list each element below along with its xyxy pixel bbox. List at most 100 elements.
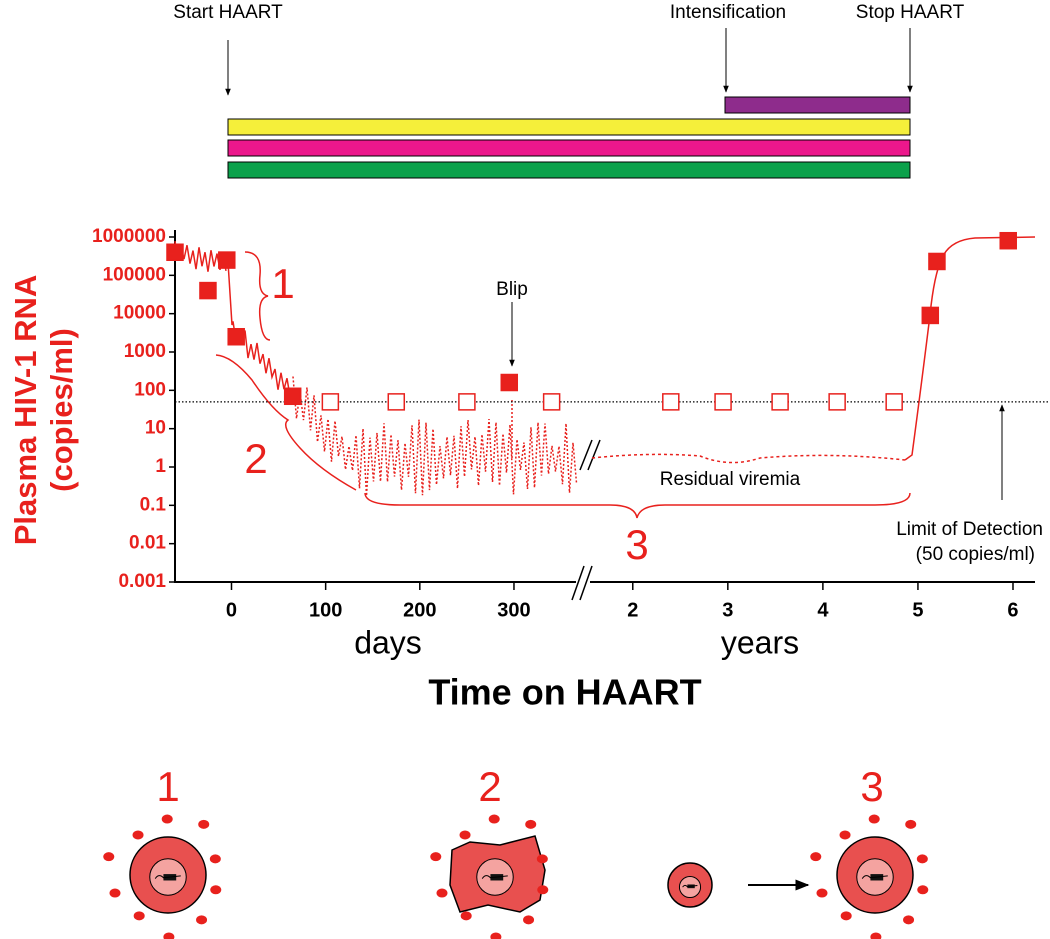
y-tick-label: 0.1: [140, 494, 167, 515]
virion: [536, 854, 548, 864]
intensification-label: Intensification: [670, 2, 786, 23]
x-tick-label: 5: [912, 599, 923, 621]
lod-label: (50 copies/ml): [916, 544, 1035, 565]
virion: [103, 852, 115, 862]
x-tick-label: 4: [817, 599, 829, 621]
x-tick-label: 2: [627, 599, 638, 621]
point: [199, 281, 217, 300]
point: [921, 306, 940, 325]
x-tick-label: 300: [497, 599, 530, 621]
virion: [436, 888, 448, 898]
virion: [198, 819, 210, 829]
virion: [488, 814, 500, 824]
open-point: [321, 393, 340, 411]
virion: [490, 932, 502, 939]
cell-label: 3: [860, 763, 883, 810]
open-point: [828, 393, 846, 411]
open-point: [662, 393, 680, 411]
rebound-trace: [904, 236, 1036, 461]
point: [999, 231, 1017, 250]
virion: [916, 854, 928, 864]
regimen-bar: [227, 139, 911, 157]
x-tick-label: 0: [226, 599, 237, 621]
phase-label: 2: [244, 435, 267, 482]
plot: 0.0010.010.11101001000100001000001000000…: [92, 226, 1050, 660]
y-label-line: (copies/ml): [44, 328, 79, 492]
axis-break: [571, 439, 601, 601]
open-point: [542, 393, 561, 411]
regimen-bar: [724, 96, 911, 114]
cell-diagrams: 1 2 3: [103, 763, 929, 939]
virion: [816, 888, 828, 898]
point: [166, 243, 184, 262]
virion: [209, 854, 221, 864]
point: [227, 327, 245, 346]
open-point: [771, 393, 789, 411]
point: [928, 252, 946, 271]
cell-label: 1: [156, 763, 179, 810]
y-tick-label: 1000: [124, 341, 166, 362]
y-tick-label: 10: [145, 418, 166, 439]
virion: [523, 915, 535, 925]
y-label: Plasma HIV-1 RNA (copies/ml): [8, 275, 79, 546]
y-tick-label: 0.01: [129, 533, 166, 554]
phase-label: 3: [625, 521, 648, 568]
provirus-strand: [861, 875, 888, 879]
trace-segment: [292, 376, 578, 496]
open-point: [885, 393, 903, 411]
open-point: [458, 393, 476, 411]
virion: [868, 814, 880, 824]
start-label: Start HAART: [173, 2, 283, 23]
virion: [132, 830, 144, 840]
lod-label: Limit of Detection: [896, 519, 1043, 540]
provirus-strand: [154, 875, 181, 879]
virion: [870, 932, 882, 939]
open-point: [714, 393, 732, 411]
regimen-bar: [227, 118, 911, 136]
x-tick-label: 6: [1007, 599, 1018, 621]
virion: [196, 915, 208, 925]
y-tick-label: 0.001: [118, 571, 166, 592]
virion: [163, 932, 175, 939]
y-tick-label: 1: [155, 456, 166, 477]
virion: [537, 885, 549, 895]
x-unit-label: days: [354, 624, 422, 660]
point: [500, 373, 519, 392]
residual-label: Residual viremia: [660, 469, 801, 490]
virion: [460, 911, 472, 921]
virion: [525, 819, 537, 829]
residual-trace: [591, 453, 906, 464]
x-tick-label: 3: [722, 599, 733, 621]
virion: [133, 911, 145, 921]
virion: [840, 911, 852, 921]
blip-label: Blip: [496, 279, 528, 300]
point: [283, 387, 302, 406]
virion: [210, 885, 222, 895]
open-point: [387, 393, 406, 411]
cell-label: 2: [478, 763, 501, 810]
virion: [917, 885, 929, 895]
y-tick-label: 100000: [103, 264, 166, 285]
phase-label: 1: [271, 260, 294, 307]
x-unit-label: years: [721, 624, 799, 660]
x-tick-label: 100: [309, 599, 342, 621]
point: [218, 251, 236, 269]
virion: [161, 814, 173, 824]
regimen-timeline: Start HAART Intensification Stop HAART: [173, 2, 965, 179]
virion: [839, 830, 851, 840]
virion: [903, 915, 915, 925]
stop-label: Stop HAART: [856, 2, 965, 23]
y-tick-label: 100: [134, 379, 166, 400]
x-label: Time on HAART: [428, 672, 701, 713]
x-tick-label: 200: [403, 599, 436, 621]
y-tick-label: 1000000: [92, 226, 166, 247]
y-label-line: Plasma HIV-1 RNA: [8, 275, 43, 546]
regimen-bar: [227, 161, 911, 179]
provirus-strand: [481, 875, 508, 879]
virion: [430, 852, 442, 862]
y-tick-label: 10000: [113, 303, 166, 324]
virion: [109, 888, 121, 898]
virion: [810, 852, 822, 862]
virion: [459, 830, 471, 840]
